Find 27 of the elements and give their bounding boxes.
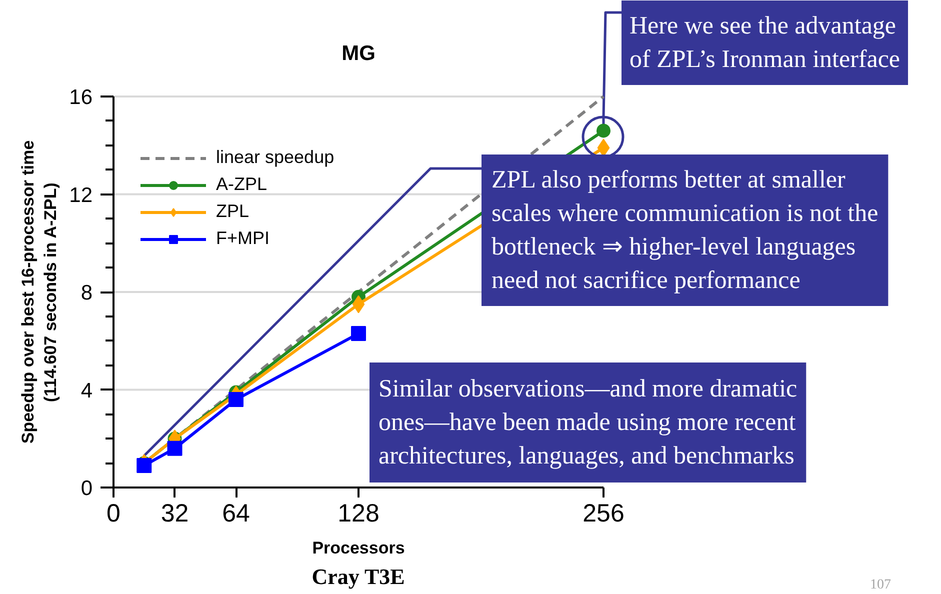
y-tick-label: 12: [69, 184, 92, 207]
y-axis-title: Speedup over best 16-processor time (114.607 seconds in A-ZPL): [18, 140, 60, 444]
point: [352, 295, 365, 314]
annotation: Similar observations—and more dramatic ones—have been made using more recent architectures, languages, and benchmarks: [378, 376, 798, 470]
x-tick-label: 64: [222, 500, 250, 528]
legend-label: linear speedup: [216, 147, 334, 168]
legend-label: ZPL: [216, 201, 250, 222]
chart-title: MG: [342, 42, 376, 65]
point: [351, 326, 366, 342]
annotation: ZPL also performs better at smaller scales where communication is not the bottleneck ⇒ higher-level languages need not sacrifice performance: [492, 166, 878, 294]
y-tick-label: 8: [80, 282, 93, 304]
text: 107: [870, 578, 891, 592]
x-axis-title: Processors: [312, 538, 405, 558]
y-tick-label: 16: [69, 86, 92, 109]
point: [167, 440, 182, 456]
annotation: Here we see the advantage of ZPL’s Ironman interface: [630, 12, 900, 73]
text: Cray T3E: [312, 564, 405, 589]
legend-label: A-ZPL: [216, 174, 268, 195]
point: [228, 392, 244, 408]
point: [136, 458, 152, 474]
x-tick-label: 0: [106, 500, 120, 528]
legend-label: F+MPI: [216, 228, 270, 249]
x-tick-label: 32: [160, 500, 189, 528]
x-tick-label: 256: [582, 500, 624, 528]
x-tick-label: 128: [338, 500, 380, 528]
y-tick-label: 4: [80, 379, 93, 402]
y-tick-label: 0: [80, 477, 93, 500]
